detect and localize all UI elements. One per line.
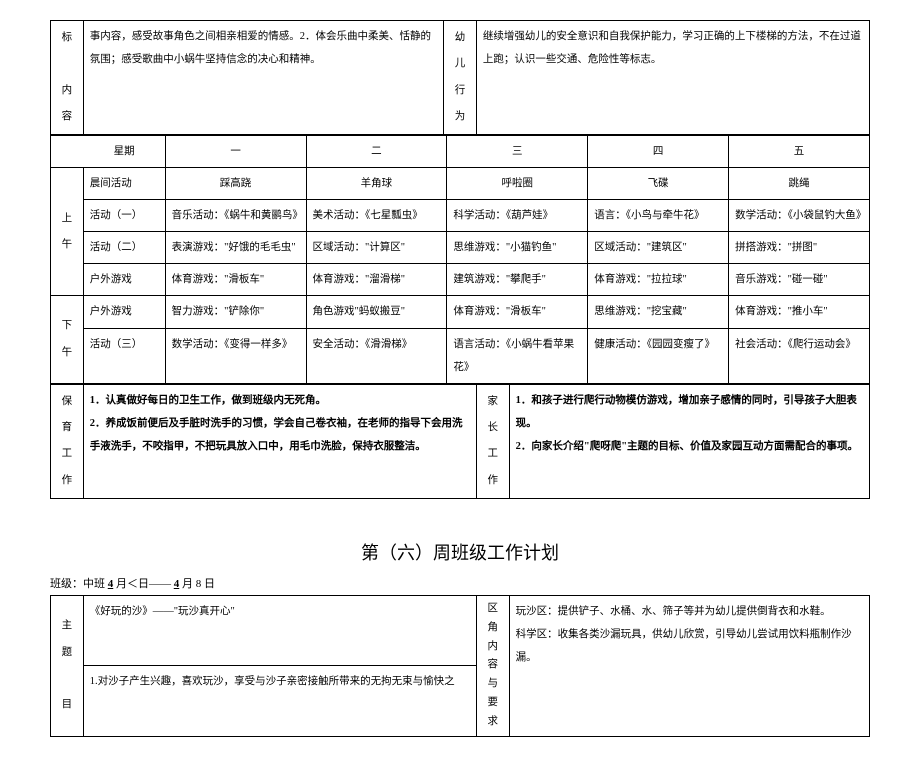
cell: 音乐游戏："碰一碰" [729,264,870,296]
row-label: 晨间活动 [83,168,165,200]
header-row: 星期 一 二 三 四 五 [51,136,870,168]
block-am: 上午 [51,168,84,296]
cell: 区域活动："计算区" [306,232,447,264]
parent-item2: 2．向家长介绍"爬呀爬"主题的目标、价值及家园互动方面需配合的事项。 [516,441,858,452]
plan-title: 第（六）周班级工作计划 [50,539,870,565]
table-row: 活动（二） 表演游戏："好饿的毛毛虫" 区域活动："计算区" 思维游戏："小猫钓… [51,232,870,264]
area-item1: 玩沙区：提供铲子、水桶、水、筛子等并为幼儿提供倒背衣和水鞋。 [516,606,831,617]
cell: 建筑游戏："攀爬手" [447,264,588,296]
cell: 数学活动：《小袋鼠钓大鱼》 [729,200,870,232]
table-row: 活动（一） 音乐活动：《蜗牛和黄鹂鸟》 美术活动：《七星瓢虫》 科学活动：《葫芦… [51,200,870,232]
cell: 思维游戏："小猫钓鱼" [447,232,588,264]
week-label: 星期 [114,146,135,157]
day-2: 二 [306,136,447,168]
classline-m2: 4 [174,578,180,590]
theme-text: 《好玩的沙》——"玩沙真开心" [83,595,476,666]
top-left-label: 标 内容 [51,21,84,135]
cell: 角色游戏"蚂蚁搬豆" [306,296,447,328]
label-youer: 幼儿 [455,32,466,69]
top-table: 标 内容 事内容，感受故事角色之间相亲相爱的情感。2．体会乐曲中柔美、恬静的氛围… [50,20,870,135]
parent-text: 1．和孩子进行爬行动物模仿游戏，增加亲子感情的同时，引导孩子大胆表现。 2．向家… [509,384,869,498]
cell: 跳绳 [729,168,870,200]
parent-item1: 1．和孩子进行爬行动物模仿游戏，增加亲子感情的同时，引导孩子大胆表现。 [516,395,857,429]
care-item2: 2．养成饭前便后及手脏时洗手的习惯，学会自己卷衣袖，在老师的指导下会用洗 手液洗… [90,418,463,452]
theme-label: 主题 目 [51,595,84,736]
cell: 表演游戏："好饿的毛毛虫" [165,232,306,264]
care-text: 1．认真做好每日的卫生工作，做到班级内无死角。 2．养成饭前便后及手脏时洗手的习… [83,384,476,498]
top-right-label: 幼儿 行为 [444,21,477,135]
cell: 飞碟 [588,168,729,200]
cell: 音乐活动：《蜗牛和黄鹂鸟》 [165,200,306,232]
cell: 体育游戏："溜滑梯" [306,264,447,296]
bottom-table: 保育工作 1．认真做好每日的卫生工作，做到班级内无死角。 2．养成饭前便后及手脏… [50,384,870,499]
cell: 智力游戏："铲除你" [165,296,306,328]
row-label: 活动（三） [83,328,165,383]
cell: 美术活动：《七星瓢虫》 [306,200,447,232]
theme-item1: 1.对沙子产生兴趣，喜欢玩沙，享受与沙子亲密接触所带来的无拘无束与愉快之 [83,666,476,737]
table-row: 活动（三） 数学活动：《变得一样多》 安全活动：《滑滑梯》 语言活动：《小蜗牛看… [51,328,870,383]
row-label: 活动（二） [83,232,165,264]
cell: 健康活动：《园园变瘦了》 [588,328,729,383]
classline-m1: 4 [108,578,114,590]
cell: 数学活动：《变得一样多》 [165,328,306,383]
row-label: 户外游戏 [83,264,165,296]
label-neirong: 内容 [62,85,73,122]
top-left-text: 事内容，感受故事角色之间相亲相爱的情感。2．体会乐曲中柔美、恬静的氛围；感受歌曲… [83,21,443,135]
cell: 社会活动：《爬行运动会》 [729,328,870,383]
cell: 体育游戏："滑板车" [447,296,588,328]
cell: 区域活动："建筑区" [588,232,729,264]
cell: 体育游戏："拉拉球" [588,264,729,296]
day-3: 三 [447,136,588,168]
day-1: 一 [165,136,306,168]
cell: 科学活动：《葫芦娃》 [447,200,588,232]
table-row: 下午 户外游戏 智力游戏："铲除你" 角色游戏"蚂蚁搬豆" 体育游戏："滑板车"… [51,296,870,328]
block-pm: 下午 [51,296,84,383]
area-text: 玩沙区：提供铲子、水桶、水、筛子等并为幼儿提供倒背衣和水鞋。 科学区：收集各类沙… [509,595,869,736]
cell: 语言：《小鸟与牵牛花》 [588,200,729,232]
classline-prefix: 班级：中班 [50,578,105,590]
cell: 安全活动：《滑滑梯》 [306,328,447,383]
classline-d2: 月 8 日 [182,578,215,590]
cell: 踩高跷 [165,168,306,200]
area-label: 区角内容与要求 [476,595,509,736]
row-label: 活动（一） [83,200,165,232]
class-line: 班级：中班 4 月＜日—— 4 月 8 日 [50,575,870,591]
label-xingwei: 行为 [455,85,466,122]
corner-cell: 星期 [51,136,166,168]
plan2-table: 主题 目 《好玩的沙》——"玩沙真开心" 区角内容与要求 玩沙区：提供铲子、水桶… [50,595,870,737]
day-4: 四 [588,136,729,168]
row-label: 户外游戏 [83,296,165,328]
area-item2: 科学区：收集各类沙漏玩具，供幼儿欣赏，引导幼儿尝试用饮料瓶制作沙漏。 [516,629,852,663]
cell: 呼啦圈 [447,168,588,200]
cell: 语言活动：《小蜗牛看苹果花》 [447,328,588,383]
table-row: 上午 晨间活动 踩高跷 羊角球 呼啦圈 飞碟 跳绳 [51,168,870,200]
cell: 羊角球 [306,168,447,200]
cell: 思维游戏："挖宝藏" [588,296,729,328]
classline-mid: 月＜日—— [116,578,171,590]
table-row: 户外游戏 体育游戏："滑板车" 体育游戏："溜滑梯" 建筑游戏："攀爬手" 体育… [51,264,870,296]
care-label: 保育工作 [51,384,84,498]
top-right-text: 继续增强幼儿的安全意识和自我保护能力，学习正确的上下楼梯的方法，不在过道上跑；认… [476,21,869,135]
label-biao: 标 [62,32,73,43]
care-item1: 1．认真做好每日的卫生工作，做到班级内无死角。 [90,395,326,406]
cell: 拼搭游戏："拼图" [729,232,870,264]
cell: 体育游戏："推小车" [729,296,870,328]
schedule-table: 星期 一 二 三 四 五 上午 晨间活动 踩高跷 羊角球 呼啦圈 飞碟 跳绳 活… [50,135,870,384]
parent-label: 家长工作 [476,384,509,498]
day-5: 五 [729,136,870,168]
cell: 体育游戏："滑板车" [165,264,306,296]
